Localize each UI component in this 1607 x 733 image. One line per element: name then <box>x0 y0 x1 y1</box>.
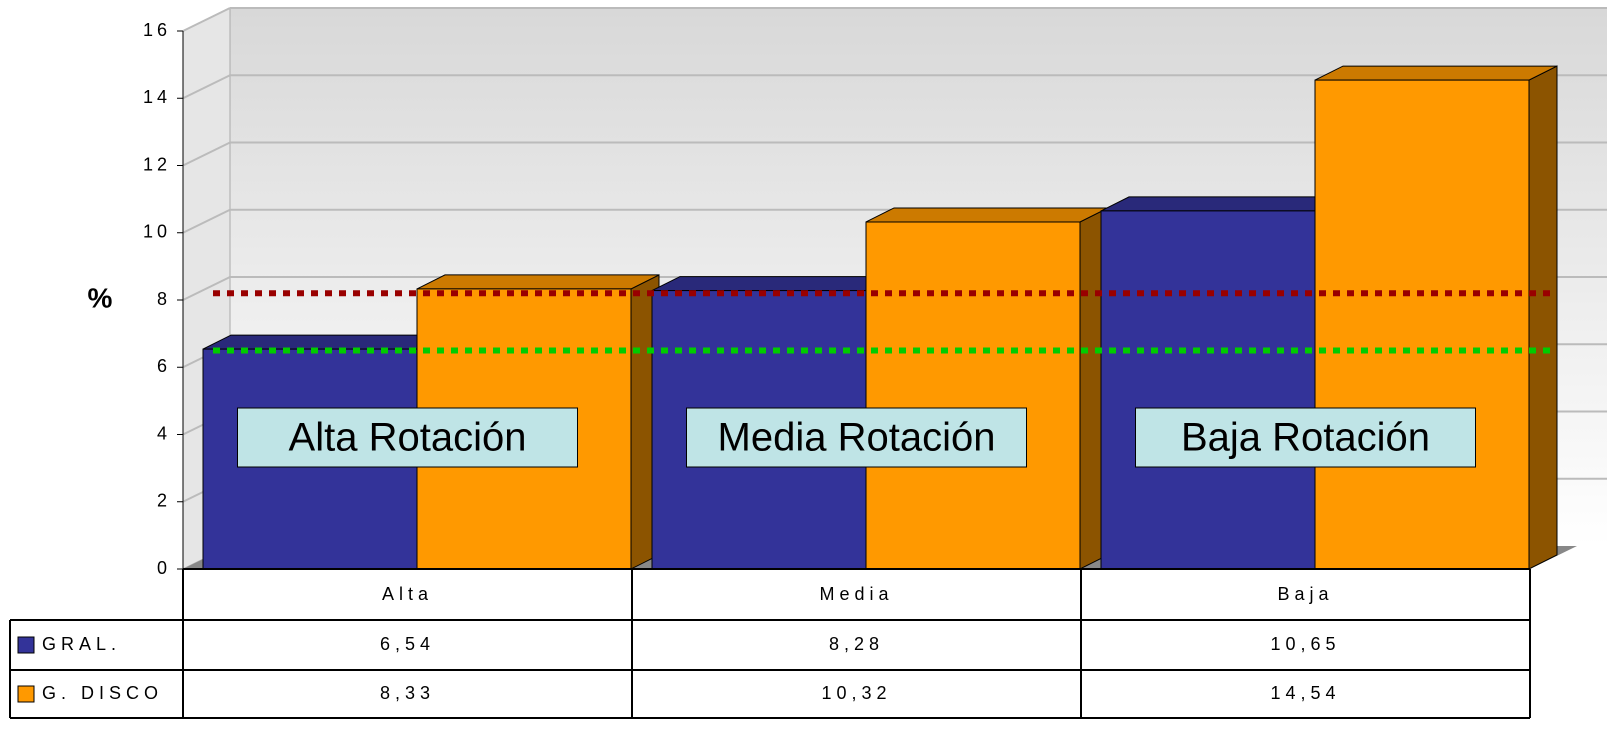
y-tick-label: 2 <box>157 491 171 511</box>
annotation-box <box>237 407 578 468</box>
x-tick-label: Baja <box>1277 584 1333 604</box>
bar-top <box>651 276 895 292</box>
legend-swatch <box>17 685 35 703</box>
x-tick-label: Media <box>819 584 893 604</box>
y-tick-label: 12 <box>143 154 171 174</box>
legend-label: GRAL. <box>42 634 121 654</box>
data-label: 6,54 <box>380 634 435 654</box>
legend-label: G. DISCO <box>42 683 163 703</box>
data-label: 14,54 <box>1270 683 1340 703</box>
bar-top <box>1314 65 1558 81</box>
grid-line <box>182 74 231 100</box>
y-tick-label: 16 <box>143 20 171 40</box>
annotation: Alta Rotación <box>289 416 527 460</box>
data-label: 8,33 <box>380 683 435 703</box>
annotation-box <box>1135 407 1476 468</box>
bar <box>1100 210 1316 570</box>
data-label: 10,65 <box>1270 634 1340 654</box>
data-label: 10,32 <box>821 683 891 703</box>
bar-top <box>416 274 660 290</box>
grid-line <box>182 141 231 167</box>
y-axis-label: % <box>88 282 113 313</box>
y-tick-label: 0 <box>157 558 171 578</box>
grid-line <box>182 208 231 234</box>
bar-top <box>1100 196 1344 212</box>
bar-side <box>1528 65 1558 570</box>
y-tick-label: 10 <box>143 222 171 242</box>
data-label: 8,28 <box>829 634 884 654</box>
y-tick-label: 14 <box>143 87 171 107</box>
y-tick-label: 6 <box>157 356 171 376</box>
y-tick-label: 4 <box>157 423 171 443</box>
bar <box>865 221 1081 570</box>
legend-swatch <box>17 636 35 654</box>
bar-top <box>865 207 1109 223</box>
y-tick-label: 8 <box>157 289 171 309</box>
bar-top <box>202 334 446 350</box>
grid-line <box>182 276 231 301</box>
annotation: Baja Rotación <box>1181 416 1430 460</box>
annotation-box <box>686 407 1027 468</box>
annotation: Media Rotación <box>718 416 996 460</box>
bar <box>1314 79 1530 570</box>
x-tick-label: Alta <box>382 584 433 604</box>
grid-line <box>182 7 231 32</box>
